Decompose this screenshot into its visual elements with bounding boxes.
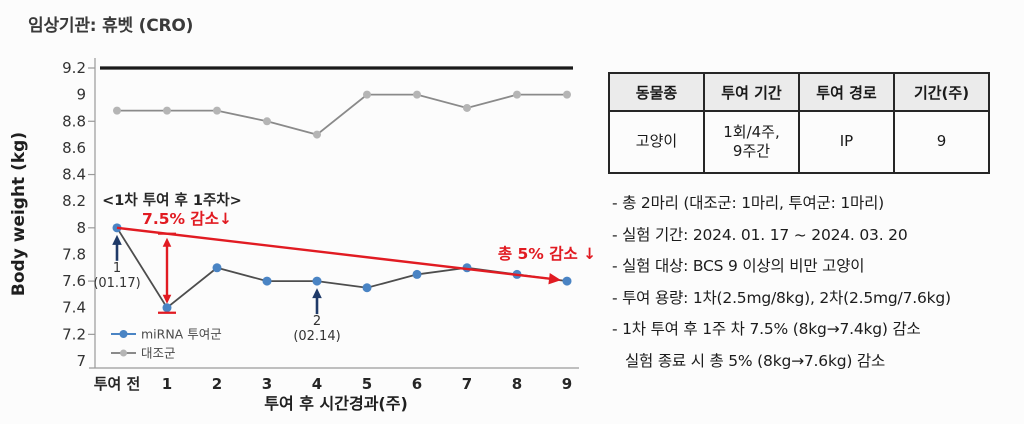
- table-header-cell: 투여 기간: [703, 72, 800, 112]
- x-axis-ticks: 투여 전 1 2 3 4 5 6 7 8 9: [94, 375, 573, 393]
- arrow-head: [162, 294, 172, 304]
- y-tick-label: 8.4: [62, 166, 86, 184]
- note-line: - 1차 투여 후 1주 차 7.5% (8kg→7.4kg) 감소: [612, 320, 921, 338]
- drop-arrow: [158, 232, 176, 314]
- legend-item: miRNA 투여군: [111, 327, 222, 342]
- data-point: [563, 90, 571, 99]
- y-tick-label: 7.4: [62, 299, 86, 317]
- y-tick-label: 9.2: [62, 59, 86, 77]
- right-panel: 동물종 투여 기간 투여 경로 기간(주) 고양이 1회/4주, 9주간 IP 9 - 총 …: [608, 72, 1010, 370]
- data-point: [562, 276, 572, 286]
- annotation-week1-header: <1차 투여 후 1주차>: [102, 192, 242, 209]
- y-tick-label: 9: [76, 86, 86, 104]
- note-line: - 실험 대상: BCS 9 이상의 비만 고양이: [612, 257, 865, 275]
- trend-arrow-head: [548, 272, 561, 285]
- note-line: - 투여 용량: 1차(2.5mg/8kg), 2차(2.5mg/7.6kg): [612, 288, 951, 307]
- annotation-week1-drop: 7.5% 감소↓: [142, 209, 232, 228]
- series-mirna: [112, 223, 572, 313]
- table-cell: IP: [798, 110, 895, 174]
- y-tick-label: 8.6: [62, 139, 86, 157]
- legend-marker: [120, 349, 127, 357]
- data-point: [113, 106, 121, 115]
- arrow-head: [162, 237, 172, 247]
- axes: [89, 58, 579, 369]
- table-cell: 고양이: [608, 110, 705, 174]
- page-title: 임상기관: 휴벳 (CRO): [28, 16, 194, 36]
- x-tick-label: 7: [462, 375, 472, 393]
- data-point: [362, 283, 372, 293]
- annotation-total-drop: 총 5% 감소 ↓: [498, 244, 596, 263]
- data-point: [312, 276, 322, 286]
- table-header-cell: 투여 경로: [798, 72, 895, 112]
- data-point: [262, 276, 272, 286]
- data-point: [163, 106, 171, 115]
- y-axis-title: Body weight (kg): [9, 132, 29, 296]
- x-axis-title: 투여 후 시간경과(주): [264, 394, 408, 413]
- data-point: [212, 263, 222, 273]
- table-row: 고양이 1회/4주, 9주간 IP 9: [608, 110, 990, 174]
- notes-list: - 총 2마리 (대조군: 1마리, 투여군: 1마리) - 실험 기간: 202…: [612, 194, 1012, 383]
- dose-marker: 1(01.17): [93, 234, 141, 291]
- y-tick-label: 7: [76, 352, 86, 370]
- data-point: [463, 103, 471, 112]
- dose-date: (02.14): [293, 329, 340, 344]
- dose-number: 1: [113, 261, 121, 276]
- data-point: [513, 90, 521, 99]
- data-point: [313, 130, 321, 139]
- note-line: - 실험 기간: 2024. 01. 17 ~ 2024. 03. 20: [612, 225, 908, 244]
- y-tick-label: 8.2: [62, 192, 86, 210]
- table-header-row: 동물종 투여 기간 투여 경로 기간(주): [608, 72, 990, 112]
- x-tick-label: 8: [512, 375, 522, 393]
- series-control: [113, 90, 571, 139]
- data-point: [412, 269, 422, 279]
- legend-marker: [119, 330, 128, 338]
- x-tick-label: 2: [212, 375, 222, 393]
- dose-number: 2: [313, 314, 321, 329]
- y-tick-label: 7.8: [62, 245, 86, 263]
- trend-line: [116, 226, 554, 281]
- x-tick-label: 6: [412, 375, 422, 393]
- legend-item: 대조군: [111, 346, 176, 361]
- x-tick-label: 3: [262, 375, 272, 393]
- y-tick-label: 8: [76, 219, 86, 237]
- legend-label: 대조군: [141, 346, 176, 361]
- y-axis-ticks: 7 7.2 7.4 7.6 7.8 8 8.2 8.4 8.6 8.8 9 9.2: [62, 59, 95, 370]
- data-point: [363, 90, 371, 99]
- dose-date: (01.17): [93, 276, 140, 291]
- dose-marker: 2(02.14): [293, 288, 341, 344]
- y-tick-label: 7.6: [62, 272, 86, 290]
- x-tick-label: 5: [362, 375, 372, 393]
- data-point: [413, 90, 421, 99]
- series-line: [116, 227, 568, 310]
- y-tick-label: 8.8: [62, 112, 86, 130]
- legend-label: miRNA 투여군: [141, 327, 222, 342]
- table-header-cell: 기간(주): [893, 72, 990, 112]
- table-header-cell: 동물종: [608, 72, 705, 112]
- series-line: [117, 93, 567, 136]
- dose-arrow-head: [112, 234, 122, 245]
- note-line: - 총 2마리 (대조군: 1마리, 투여군: 1마리): [612, 194, 884, 212]
- y-tick-label: 7.2: [62, 325, 86, 343]
- x-tick-label: 투여 전: [94, 375, 141, 393]
- x-tick-label: 1: [162, 375, 172, 393]
- note-line: 실험 종료 시 총 5% (8kg→7.6kg) 감소: [625, 351, 886, 370]
- data-point: [263, 117, 271, 126]
- x-tick-label: 9: [562, 375, 572, 393]
- table-cell: 1회/4주, 9주간: [703, 110, 800, 174]
- x-tick-label: 4: [312, 375, 322, 393]
- dose-arrow-head: [312, 288, 322, 299]
- data-point: [162, 303, 172, 313]
- table-cell: 9: [893, 110, 990, 174]
- data-point: [213, 106, 221, 115]
- body-weight-chart: 7 7.2 7.4 7.6 7.8 8 8.2 8.4 8.6 8.8 9 9.2 투여 전 1 2 3 4 5 6…: [9, 58, 596, 413]
- study-design-table: 동물종 투여 기간 투여 경로 기간(주) 고양이 1회/4주, 9주간 IP 9: [608, 72, 990, 174]
